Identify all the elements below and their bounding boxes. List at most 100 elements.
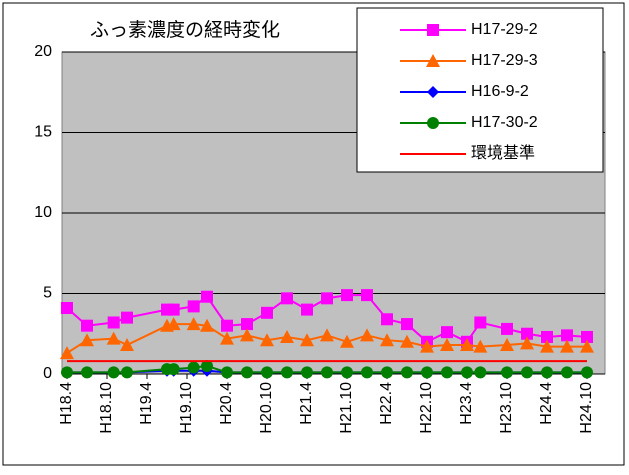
marker	[166, 317, 181, 331]
marker	[401, 366, 413, 379]
marker	[107, 316, 120, 329]
marker	[460, 338, 474, 352]
x-tick-label: H24.4	[538, 382, 555, 425]
marker	[106, 331, 121, 345]
marker	[473, 339, 488, 353]
marker	[201, 359, 213, 372]
marker	[120, 338, 134, 352]
marker	[474, 366, 487, 379]
x-tick-label: H23.10	[498, 382, 515, 434]
marker	[321, 366, 333, 379]
x-tick-label: H22.4	[378, 382, 395, 425]
marker	[241, 318, 253, 331]
marker	[61, 366, 73, 379]
marker	[474, 316, 487, 329]
x-tick-label: H23.4	[458, 382, 475, 425]
marker	[520, 336, 534, 350]
chart-title: ふっ素濃度の経時変化	[90, 19, 280, 41]
marker	[581, 330, 593, 343]
marker	[541, 366, 553, 379]
marker	[427, 117, 439, 129]
x-tick-label: H20.10	[258, 382, 275, 434]
marker	[360, 328, 374, 342]
marker	[321, 292, 333, 305]
x-tick-label: H21.10	[338, 382, 355, 434]
marker	[561, 329, 573, 342]
marker	[260, 333, 274, 347]
marker	[427, 24, 439, 36]
marker	[426, 54, 440, 67]
y-tick-label: 20	[34, 43, 52, 60]
marker	[81, 366, 93, 379]
legend-label: H17-29-3	[471, 52, 538, 69]
marker	[221, 319, 233, 332]
x-tick-label: H19.10	[178, 382, 195, 434]
y-tick-label: 5	[43, 285, 52, 302]
y-tick-label: 10	[34, 204, 52, 221]
x-tick-label: H22.10	[418, 382, 435, 434]
marker	[341, 289, 353, 302]
marker	[200, 318, 214, 332]
marker	[441, 326, 453, 339]
marker	[187, 361, 200, 374]
marker	[121, 366, 133, 379]
marker	[361, 366, 373, 379]
marker	[201, 290, 213, 303]
marker	[561, 366, 573, 379]
marker	[186, 317, 201, 331]
marker	[241, 366, 253, 379]
marker	[301, 303, 313, 316]
marker	[300, 333, 314, 347]
legend-label: H17-30-2	[471, 114, 538, 131]
marker	[401, 318, 413, 331]
x-tick-label: H20.4	[218, 382, 235, 425]
marker	[281, 292, 293, 305]
marker	[400, 334, 414, 348]
marker	[80, 333, 94, 347]
marker	[420, 339, 434, 353]
legend-label: H16-9-2	[471, 83, 529, 100]
marker	[107, 366, 120, 379]
marker	[167, 363, 180, 376]
marker	[221, 366, 233, 379]
marker	[220, 331, 234, 345]
marker	[501, 366, 513, 379]
y-tick-label: 15	[34, 124, 52, 141]
marker	[541, 330, 553, 343]
marker	[167, 303, 180, 316]
marker	[500, 338, 514, 352]
legend-label: H17-29-2	[471, 21, 538, 38]
marker	[381, 313, 393, 326]
marker	[261, 306, 273, 319]
marker	[280, 329, 294, 343]
marker	[540, 339, 554, 353]
y-tick-label: 0	[43, 365, 52, 382]
marker	[261, 366, 273, 379]
marker	[187, 300, 200, 313]
marker	[421, 366, 433, 379]
legend-label: 環境基準	[471, 143, 535, 162]
marker	[361, 289, 373, 302]
marker	[121, 311, 133, 324]
x-tick-label: H18.10	[98, 382, 115, 434]
marker	[340, 334, 354, 348]
marker	[341, 366, 353, 379]
marker	[240, 328, 254, 342]
marker	[581, 366, 593, 379]
marker	[281, 366, 293, 379]
marker	[521, 327, 533, 340]
marker	[501, 322, 513, 335]
marker	[381, 366, 393, 379]
marker	[560, 339, 574, 353]
x-tick-label: H21.4	[298, 382, 315, 425]
x-tick-label: H18.4	[58, 382, 75, 425]
marker	[521, 366, 533, 379]
marker	[380, 333, 394, 347]
legend-box	[356, 7, 604, 173]
marker	[441, 366, 453, 379]
marker	[580, 339, 594, 353]
marker	[427, 86, 439, 98]
marker	[320, 328, 334, 342]
x-tick-label: H19.4	[138, 382, 155, 425]
marker	[301, 366, 313, 379]
